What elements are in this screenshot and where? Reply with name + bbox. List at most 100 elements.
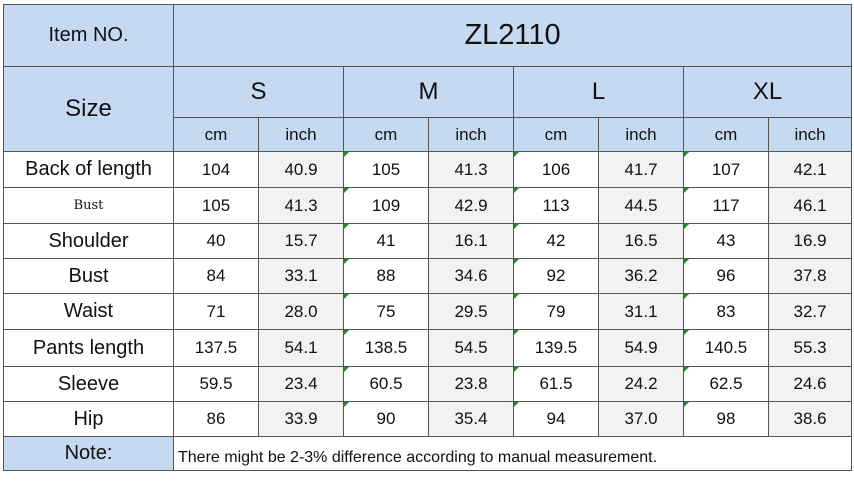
item-row: Item NO. ZL2110 <box>3 4 853 67</box>
measurement-label: Sleeve <box>3 366 174 402</box>
inch-value-cell: 15.7 <box>258 223 344 259</box>
size-label: Size <box>3 66 174 152</box>
inch-value-cell: 28.0 <box>258 293 344 330</box>
cm-value-cell: 105 <box>173 187 259 224</box>
note-text: There might be 2-3% difference according… <box>172 436 853 471</box>
item-no-label: Item NO. <box>3 4 174 67</box>
cm-value-cell: 140.5 <box>683 329 769 367</box>
unit-row: cm inch cm inch cm inch cm inch <box>4 117 853 152</box>
cm-value-cell: 61.5 <box>513 366 599 402</box>
cm-value-cell: 62.5 <box>683 366 769 402</box>
cm-value-cell: 83 <box>683 293 769 330</box>
inch-value-cell: 54.9 <box>598 329 684 367</box>
unit-inch: inch <box>598 117 684 152</box>
item-no-value: ZL2110 <box>172 4 853 67</box>
inch-value-cell: 44.5 <box>598 187 684 224</box>
size-row: Size S M L XL <box>3 66 853 152</box>
size-m: M <box>343 66 514 118</box>
size-chart-table: Item NO. ZL2110 Size S M L XL cm inch cm… <box>3 4 853 471</box>
cm-value-cell: 138.5 <box>343 329 429 367</box>
cm-value-cell: 41 <box>343 223 429 259</box>
cm-value-cell: 98 <box>683 401 769 437</box>
cm-value-cell: 79 <box>513 293 599 330</box>
cm-value-cell: 90 <box>343 401 429 437</box>
unit-cm: cm <box>683 117 769 152</box>
cm-value-cell: 59.5 <box>173 366 259 402</box>
measurement-label: Waist <box>3 293 174 330</box>
cm-value-cell: 84 <box>173 258 259 294</box>
inch-value-cell: 32.7 <box>767 293 853 330</box>
cm-value-cell: 96 <box>683 258 769 294</box>
inch-value-cell: 34.6 <box>428 258 514 294</box>
measurement-label: Pants length <box>3 329 174 367</box>
cm-value-cell: 43 <box>683 223 769 259</box>
measurement-label: Bust <box>3 187 174 224</box>
inch-value-cell: 55.3 <box>767 329 853 367</box>
inch-value-cell: 41.3 <box>428 151 514 188</box>
inch-value-cell: 40.9 <box>258 151 344 188</box>
table-row: Waist 71 28.0 75 29.5 79 31.1 83 32.7 <box>3 293 853 330</box>
unit-cm: cm <box>173 117 259 152</box>
inch-value-cell: 54.1 <box>258 329 344 367</box>
inch-value-cell: 42.9 <box>428 187 514 224</box>
table-row: Shoulder 40 15.7 41 16.1 42 16.5 43 16.9 <box>3 223 853 259</box>
inch-value-cell: 41.7 <box>598 151 684 188</box>
table-row: Pants length 137.5 54.1 138.5 54.5 139.5 54.9 1… <box>3 329 853 367</box>
inch-value-cell: 16.1 <box>428 223 514 259</box>
inch-value-cell: 23.4 <box>258 366 344 402</box>
unit-inch: inch <box>428 117 514 152</box>
inch-value-cell: 35.4 <box>428 401 514 437</box>
inch-value-cell: 42.1 <box>767 151 853 188</box>
cm-value-cell: 117 <box>683 187 769 224</box>
unit-inch: inch <box>258 117 344 152</box>
inch-value-cell: 33.9 <box>258 401 344 437</box>
measurement-label: Back of length <box>3 151 174 188</box>
inch-value-cell: 33.1 <box>258 258 344 294</box>
table-row: Bust 105 41.3 109 42.9 113 44.5 117 46.1 <box>3 187 853 224</box>
inch-value-cell: 54.5 <box>428 329 514 367</box>
cm-value-cell: 75 <box>343 293 429 330</box>
unit-cm: cm <box>343 117 429 152</box>
table-row: Bust 84 33.1 88 34.6 92 36.2 96 37.8 <box>3 258 853 294</box>
inch-value-cell: 46.1 <box>767 187 853 224</box>
inch-value-cell: 29.5 <box>428 293 514 330</box>
cm-value-cell: 107 <box>683 151 769 188</box>
size-l: L <box>513 66 684 118</box>
cm-value-cell: 113 <box>513 187 599 224</box>
inch-value-cell: 16.5 <box>598 223 684 259</box>
cm-value-cell: 40 <box>173 223 259 259</box>
inch-value-cell: 36.2 <box>598 258 684 294</box>
measurement-label: Hip <box>3 401 174 437</box>
table-row: Sleeve 59.5 23.4 60.5 23.8 61.5 24.2 62.5 24.6 <box>3 366 853 402</box>
cm-value-cell: 42 <box>513 223 599 259</box>
inch-value-cell: 41.3 <box>258 187 344 224</box>
measurement-label: Bust <box>3 258 174 294</box>
inch-value-cell: 37.8 <box>767 258 853 294</box>
measurement-label: Shoulder <box>3 223 174 259</box>
unit-cm: cm <box>513 117 599 152</box>
size-s: S <box>173 66 344 118</box>
cm-value-cell: 105 <box>343 151 429 188</box>
note-row: Note: There might be 2-3% difference acco… <box>3 436 853 471</box>
note-label: Note: <box>3 436 174 471</box>
cm-value-cell: 104 <box>173 151 259 188</box>
cm-value-cell: 139.5 <box>513 329 599 367</box>
cm-value-cell: 94 <box>513 401 599 437</box>
table-row: Back of length 104 40.9 105 41.3 106 41.7 107 42… <box>3 151 853 188</box>
size-xl: XL <box>682 66 853 118</box>
inch-value-cell: 24.6 <box>767 366 853 402</box>
cm-value-cell: 88 <box>343 258 429 294</box>
inch-value-cell: 23.8 <box>428 366 514 402</box>
cm-value-cell: 137.5 <box>173 329 259 367</box>
inch-value-cell: 16.9 <box>767 223 853 259</box>
table-row: Hip 86 33.9 90 35.4 94 37.0 98 38.6 <box>3 401 853 437</box>
cm-value-cell: 71 <box>173 293 259 330</box>
cm-value-cell: 60.5 <box>343 366 429 402</box>
cm-value-cell: 109 <box>343 187 429 224</box>
inch-value-cell: 31.1 <box>598 293 684 330</box>
inch-value-cell: 37.0 <box>598 401 684 437</box>
cm-value-cell: 86 <box>173 401 259 437</box>
cm-value-cell: 106 <box>513 151 599 188</box>
inch-value-cell: 24.2 <box>598 366 684 402</box>
inch-value-cell: 38.6 <box>767 401 853 437</box>
